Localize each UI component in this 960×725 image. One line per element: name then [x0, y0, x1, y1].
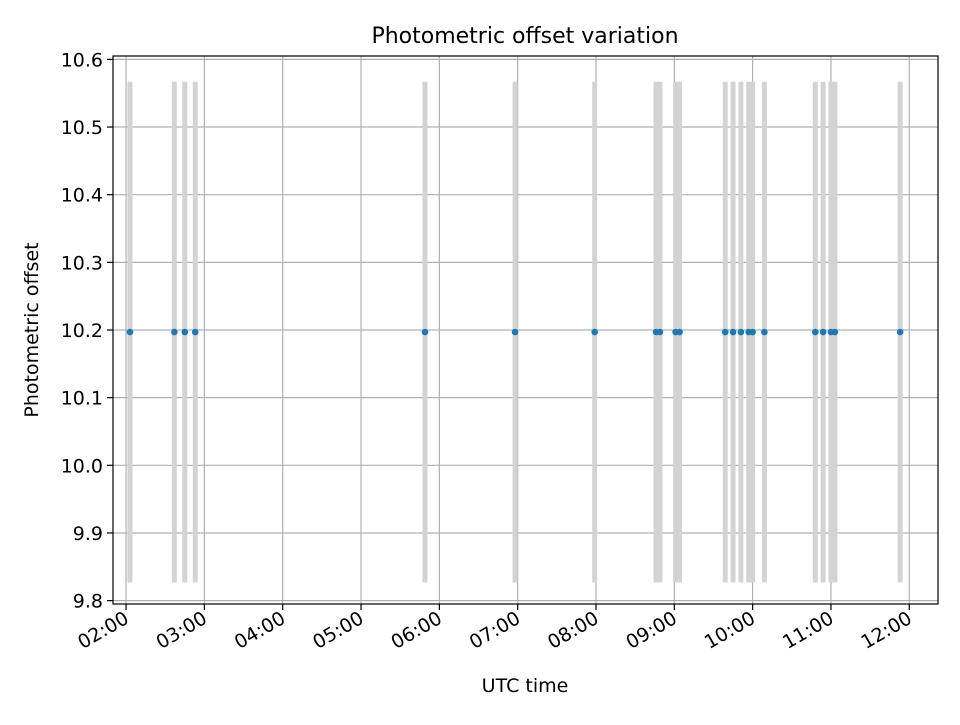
data-point	[676, 328, 683, 336]
chart-title: Photometric offset variation	[371, 24, 678, 49]
data-point	[721, 328, 729, 336]
data-point	[191, 328, 199, 336]
x-tick-label: 05:00	[309, 607, 367, 653]
grid-layer	[113, 56, 938, 604]
data-points	[126, 328, 904, 336]
axis-ticks: 02:00 03:00 04:00 05:00 06:00 07:00 08:00 09:00…	[61, 49, 916, 653]
data-point	[729, 328, 737, 336]
data-point	[171, 328, 178, 336]
data-point	[126, 328, 134, 336]
y-tick-label: 9.8	[73, 591, 103, 613]
data-point	[819, 328, 827, 336]
x-axis-label: UTC time	[482, 675, 569, 697]
x-tick-label: 07:00	[466, 607, 524, 653]
data-point	[749, 328, 756, 336]
y-tick-label: 10.1	[61, 388, 103, 410]
data-point	[811, 328, 819, 336]
data-point	[737, 328, 745, 336]
y-tick-label: 10.0	[61, 455, 103, 477]
x-tick-label: 02:00	[74, 607, 132, 653]
y-tick-label: 10.5	[61, 117, 103, 139]
x-tick-label: 10:00	[701, 607, 759, 653]
data-point	[511, 328, 519, 336]
y-tick-label: 10.4	[61, 185, 103, 207]
x-tick-label: 09:00	[622, 607, 680, 653]
data-point	[896, 328, 904, 336]
y-tick-label: 10.3	[61, 252, 103, 274]
y-tick-label: 10.6	[61, 49, 103, 71]
x-tick-label: 03:00	[152, 607, 210, 653]
y-axis-label: Photometric offset	[21, 242, 43, 417]
data-point	[831, 328, 839, 336]
data-point	[181, 328, 189, 336]
x-tick-label: 11:00	[779, 607, 837, 653]
data-point	[656, 328, 664, 336]
y-tick-label: 9.9	[73, 523, 103, 545]
data-point	[761, 328, 768, 336]
x-tick-label: 04:00	[231, 607, 289, 653]
data-point	[591, 328, 598, 336]
x-tick-label: 08:00	[544, 607, 602, 653]
data-point	[421, 328, 429, 336]
x-tick-label: 06:00	[387, 607, 445, 653]
x-tick-label: 12:00	[857, 607, 915, 653]
y-tick-label: 10.2	[61, 320, 103, 342]
